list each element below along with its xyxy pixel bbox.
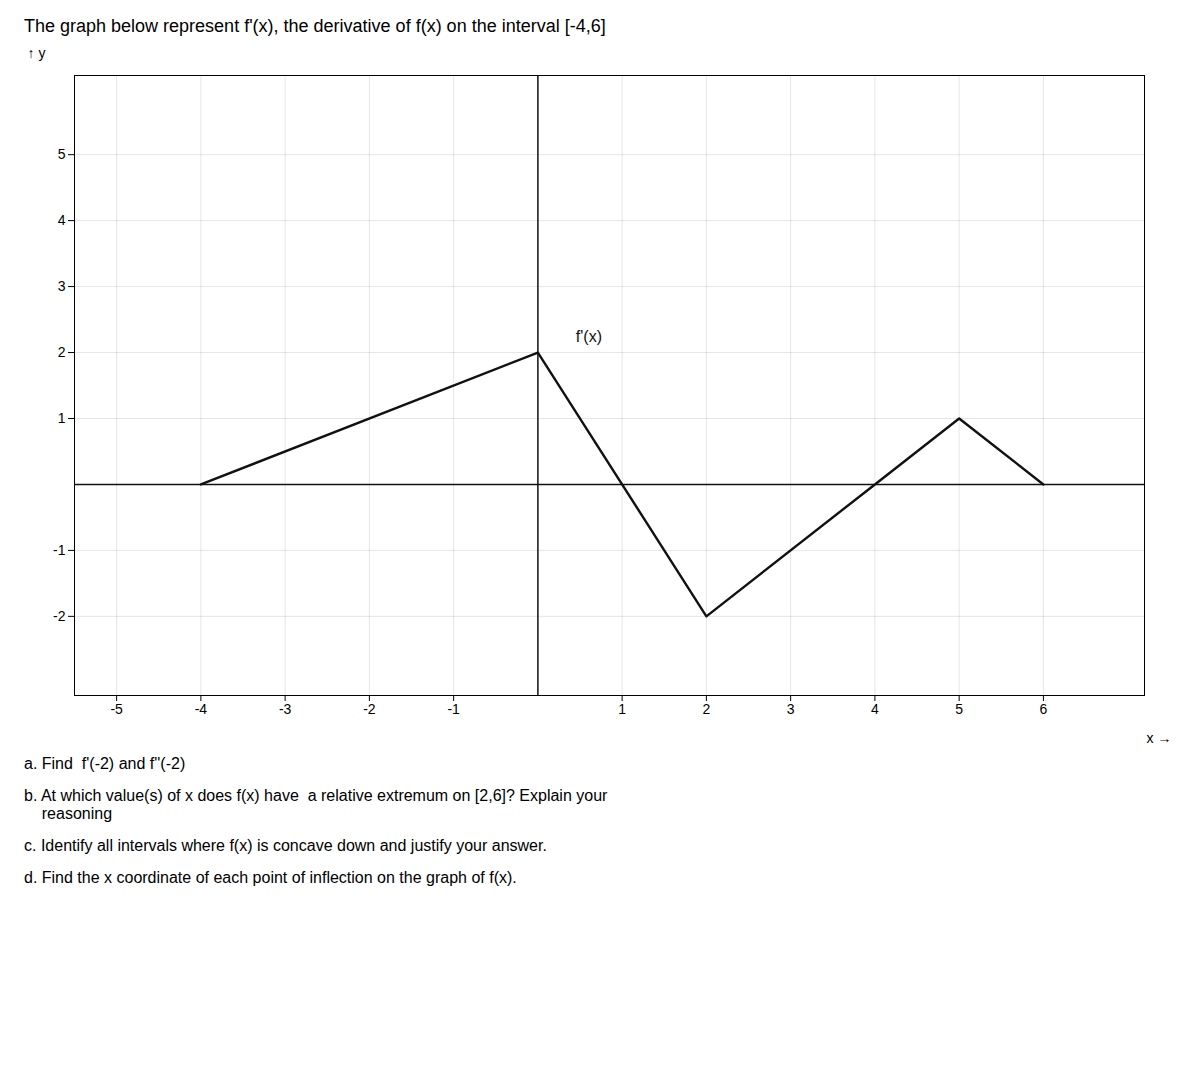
svg-text:-3: -3 <box>279 701 292 717</box>
svg-text:-4: -4 <box>195 701 208 717</box>
html-text:The graph below represent f'(x: The graph below represent f'(x), the der… <box>24 16 606 36</box>
svg-text:-2: -2 <box>53 608 66 624</box>
svg-text:5: 5 <box>955 701 963 717</box>
svg-text:2: 2 <box>58 344 66 360</box>
svg-text:1: 1 <box>58 410 66 426</box>
html-text:c. Identify all intervals wher: c. Identify all intervals where f(x) is … <box>24 837 547 854</box>
svg-text:6: 6 <box>1039 701 1047 717</box>
svg-text:1: 1 <box>618 701 626 717</box>
svg-text:2: 2 <box>702 701 710 717</box>
svg-text:f'(x): f'(x) <box>576 328 602 345</box>
svg-text:-1: -1 <box>53 542 66 558</box>
svg-text:↑ y: ↑ y <box>28 45 46 61</box>
svg-text:4: 4 <box>871 701 879 717</box>
svg-text:-5: -5 <box>110 701 123 717</box>
html-text:d. Find the x coordinate of ea: d. Find the x coordinate of each point o… <box>24 869 517 886</box>
svg-text:-1: -1 <box>447 701 460 717</box>
svg-text:3: 3 <box>58 278 66 294</box>
html-text:b. At which value(s) of x does: b. At which value(s) of x does f(x) have… <box>24 787 608 822</box>
svg-text:4: 4 <box>58 212 66 228</box>
svg-text:5: 5 <box>58 146 66 162</box>
svg-text:x →: x → <box>1147 730 1172 746</box>
svg-text:3: 3 <box>787 701 795 717</box>
html-text:a. Find f'(-2) and f''(-2): a. Find f'(-2) and f''(-2) <box>24 755 186 772</box>
svg-text:-2: -2 <box>363 701 376 717</box>
